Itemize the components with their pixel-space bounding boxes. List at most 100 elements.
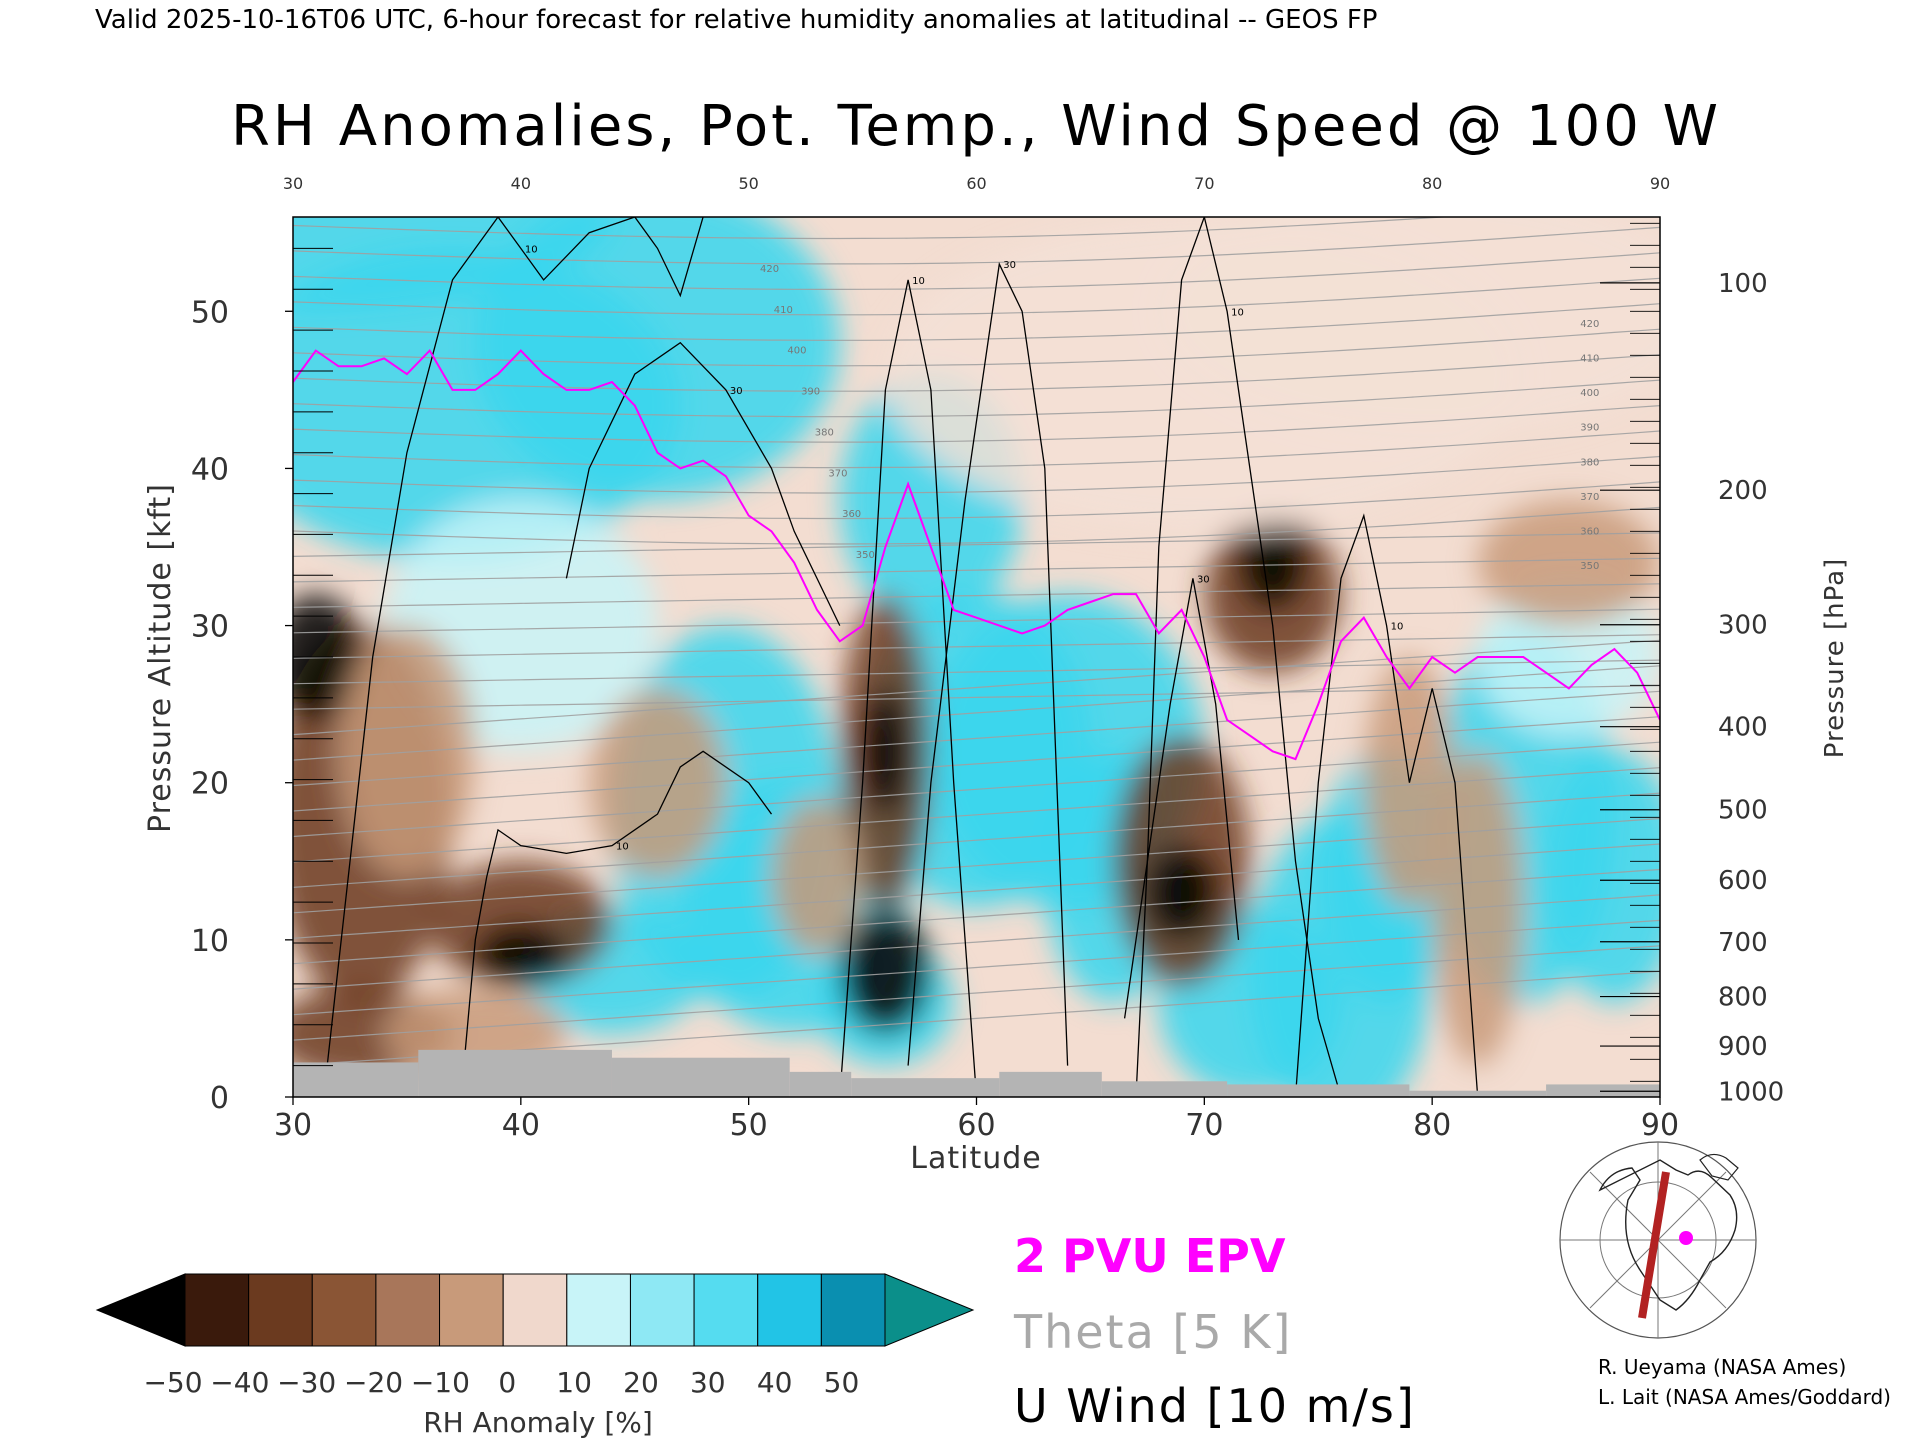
colorbar-tick-label: 30: [690, 1366, 726, 1399]
theta-label: 380: [815, 427, 834, 438]
colorbar-segment: [502, 1273, 568, 1347]
theta-label: 370: [828, 468, 847, 479]
wind-contour-label: 30: [1003, 260, 1016, 271]
theta-label: 390: [801, 387, 820, 398]
theta-contour-line: [293, 659, 1660, 685]
pressure-tick-label: 100: [1718, 269, 1768, 299]
theta-contour-line: [293, 634, 1660, 659]
y-tick-label: 50: [191, 295, 229, 330]
wind-contour-label: 10: [525, 244, 538, 255]
colorbar-segment: [757, 1273, 822, 1347]
north-america-polar-map-icon: [1559, 1141, 1757, 1339]
x-top-tick-label: 60: [966, 174, 986, 193]
pressure-tick-label: 200: [1718, 476, 1768, 506]
terrain-step: [851, 1078, 1000, 1097]
legend: 2 PVU EPV Theta [5 K] U Wind [10 m/s]: [1013, 1229, 1414, 1433]
colorbar-tick-label: −10: [411, 1366, 470, 1399]
legend-theta: Theta [5 K]: [1013, 1305, 1292, 1359]
x-tick-label: 70: [1185, 1108, 1223, 1143]
theta-contour-line: [293, 817, 1660, 914]
theta-contour-line: [293, 792, 1660, 888]
terrain-step: [418, 1049, 612, 1097]
y-axis-label: Pressure Altitude [kft]: [143, 483, 178, 833]
theta-label: 350: [856, 550, 875, 561]
wind-contour-line: [839, 279, 978, 1097]
wind-contour-line: [907, 261, 1069, 1066]
colorbar-segment: [629, 1273, 695, 1347]
x-top-tick-label: 50: [738, 174, 758, 193]
colorbar-tick-label: −40: [210, 1366, 269, 1399]
terrain-step: [1101, 1081, 1228, 1097]
theta-contour-line: [293, 919, 1660, 1016]
rh-anomaly-blob: [589, 688, 726, 877]
theta-contour-line: [293, 945, 1660, 1041]
y-axis-left: 0 10 20 30 40 50: [191, 247, 333, 1116]
rh-anomaly-blob: [839, 908, 931, 1035]
x-axis-label: Latitude: [910, 1141, 1041, 1176]
theta-contour-line: [293, 583, 1660, 608]
colorbar-tick-label: 40: [757, 1366, 793, 1399]
wind-contour-label: 10: [1391, 622, 1404, 633]
wind-contours: 10 10 30 30 10 10 30 10: [326, 217, 1479, 1097]
colorbar: −50 −40 −30 −20 −10 0 10 20 30 40 50: [95, 1273, 975, 1399]
x-top-tick-label: 30: [283, 174, 303, 193]
theta-contour-line: [293, 252, 1660, 290]
pressure-tick-label: 700: [1718, 928, 1768, 958]
theta-contour-line: [293, 843, 1660, 939]
colorbar-segment: [820, 1273, 886, 1347]
theta-contour-line: [293, 894, 1660, 990]
terrain-step: [293, 1062, 419, 1097]
credit-line-2: L. Lait (NASA Ames/Goddard): [1598, 1385, 1891, 1409]
theta-contour-line: [293, 557, 1660, 583]
colorbar-segment: [566, 1273, 631, 1347]
colorbar-tick-label: −30: [277, 1366, 336, 1399]
wind-contour-label: 30: [1197, 574, 1210, 585]
y-tick-label: 0: [210, 1081, 229, 1116]
x-tick-label: 40: [502, 1108, 540, 1143]
rh-anomaly-blob: [1477, 578, 1660, 736]
theta-contour-line: [293, 328, 1660, 367]
terrain-step: [999, 1071, 1102, 1097]
credit-line-1: R. Ueyama (NASA Ames): [1598, 1355, 1846, 1379]
colorbar-segment: [693, 1273, 759, 1347]
pressure-tick-label: 1000: [1718, 1077, 1784, 1107]
colorbar-low-arrow: [95, 1273, 186, 1347]
theta-label: 370: [1580, 492, 1599, 503]
theta-contour-line: [293, 379, 1660, 418]
x-top-tick-label: 90: [1650, 174, 1670, 193]
colorbar-label: RH Anomaly [%]: [423, 1406, 653, 1439]
rh-anomaly-blob: [1477, 499, 1660, 626]
y-tick-label: 10: [191, 924, 229, 959]
x-top-tick-label: 40: [511, 174, 531, 193]
x-axis-top: 30 40 50 60 70 80 90: [283, 174, 1670, 193]
theta-label: 410: [1580, 354, 1599, 365]
rh-anomaly-field: [293, 217, 1660, 1097]
y-tick-label: 20: [191, 767, 229, 802]
terrain-step: [1227, 1084, 1410, 1097]
pressure-tick-label: 500: [1718, 796, 1768, 826]
pressure-tick-label: 800: [1718, 983, 1768, 1013]
wind-contour-line: [1123, 578, 1240, 1019]
x-tick-label: 60: [957, 1108, 995, 1143]
theta-contour-line: [293, 716, 1660, 812]
theta-label: 360: [1580, 526, 1599, 537]
theta-contours: 420 420 410 410 400 400 390 390 380 380 370 370 360 3…: [293, 217, 1660, 1067]
pressure-tick-label: 900: [1718, 1032, 1768, 1062]
colorbar-segment: [248, 1273, 313, 1347]
theta-contour-line: [293, 430, 1660, 469]
terrain-step: [789, 1071, 852, 1097]
y-tick-label: 30: [191, 610, 229, 645]
theta-contour-line: [293, 277, 1660, 316]
x-top-tick-label: 80: [1422, 174, 1442, 193]
colorbar-tick-label: 10: [556, 1366, 592, 1399]
rh-anomaly-blob: [475, 924, 567, 987]
colorbar-segment: [439, 1273, 504, 1347]
wind-contour-line: [326, 217, 704, 1066]
theta-contour-line: [293, 354, 1660, 392]
wind-contour-label: 10: [1231, 307, 1244, 318]
x-tick-label: 80: [1413, 1108, 1451, 1143]
theta-label: 420: [760, 264, 779, 275]
terrain-mask: [293, 1049, 1660, 1097]
wind-contour-line: [1135, 217, 1342, 1097]
